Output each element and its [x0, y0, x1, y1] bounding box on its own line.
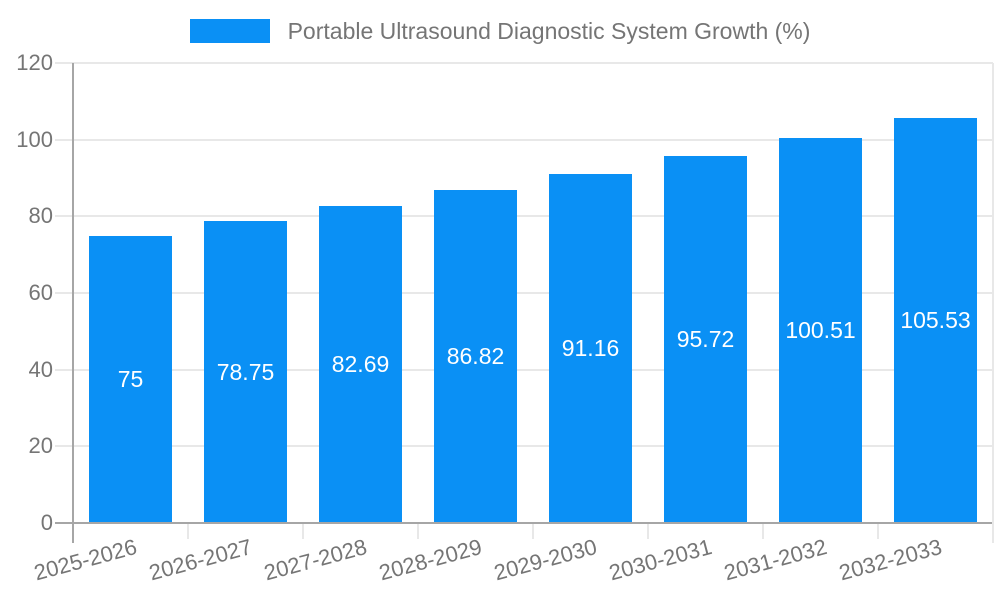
y-axis-tick-label: 60	[28, 280, 53, 305]
x-axis-tick	[417, 524, 419, 539]
x-axis-tick	[877, 524, 879, 539]
bar-value-label: 100.51	[785, 316, 856, 343]
gridline-y-100	[55, 138, 993, 141]
gridline-y-120	[55, 62, 993, 64]
bar-2027-2028[interactable]: 82.69	[319, 206, 402, 523]
x-axis-line	[55, 522, 993, 524]
bar-2032-2033[interactable]: 105.53	[894, 118, 977, 523]
bar-value-label: 82.69	[331, 351, 390, 377]
gridline-y-40	[55, 368, 993, 371]
bar-2028-2029[interactable]: 86.82	[434, 190, 517, 523]
chart-title: Portable Ultrasound Diagnostic System Gr…	[287, 18, 811, 44]
bar-2026-2027[interactable]: 78.75	[204, 221, 287, 523]
gridline-y-80	[55, 215, 993, 218]
y-axis-tick-label: 80	[28, 203, 53, 229]
bar-2031-2032[interactable]: 100.51	[779, 137, 862, 523]
bar-value-label: 75	[117, 365, 144, 392]
gridline-y-20	[55, 445, 993, 448]
bar-value-label: 86.82	[446, 343, 505, 370]
plot-right-border	[992, 63, 994, 543]
bar-value-label: 105.53	[900, 307, 971, 334]
bar-2025-2026[interactable]: 75	[89, 235, 172, 523]
bar-2029-2030[interactable]: 91.16	[549, 173, 632, 523]
legend-swatch	[189, 19, 270, 43]
y-axis-tick-label: 0	[40, 510, 53, 535]
bar-value-label: 78.75	[216, 358, 275, 385]
x-axis-tick	[187, 524, 189, 539]
x-axis-tick	[762, 524, 764, 539]
bar-2030-2031[interactable]: 95.72	[664, 156, 747, 523]
gridline-y-60	[55, 292, 993, 294]
y-axis-tick-label: 120	[16, 50, 53, 75]
y-axis-line	[72, 63, 74, 543]
x-axis-tick	[302, 524, 304, 539]
y-axis-tick-label: 100	[16, 126, 53, 152]
y-axis-tick-label: 40	[28, 356, 53, 382]
x-axis-tick	[647, 524, 649, 539]
x-axis-tick	[532, 524, 534, 539]
y-axis-tick-label: 20	[28, 433, 53, 459]
bar-value-label: 95.72	[676, 326, 735, 353]
chart-legend[interactable]: Portable Ultrasound Diagnostic System Gr…	[0, 16, 1000, 46]
bar-value-label: 91.16	[561, 334, 620, 361]
